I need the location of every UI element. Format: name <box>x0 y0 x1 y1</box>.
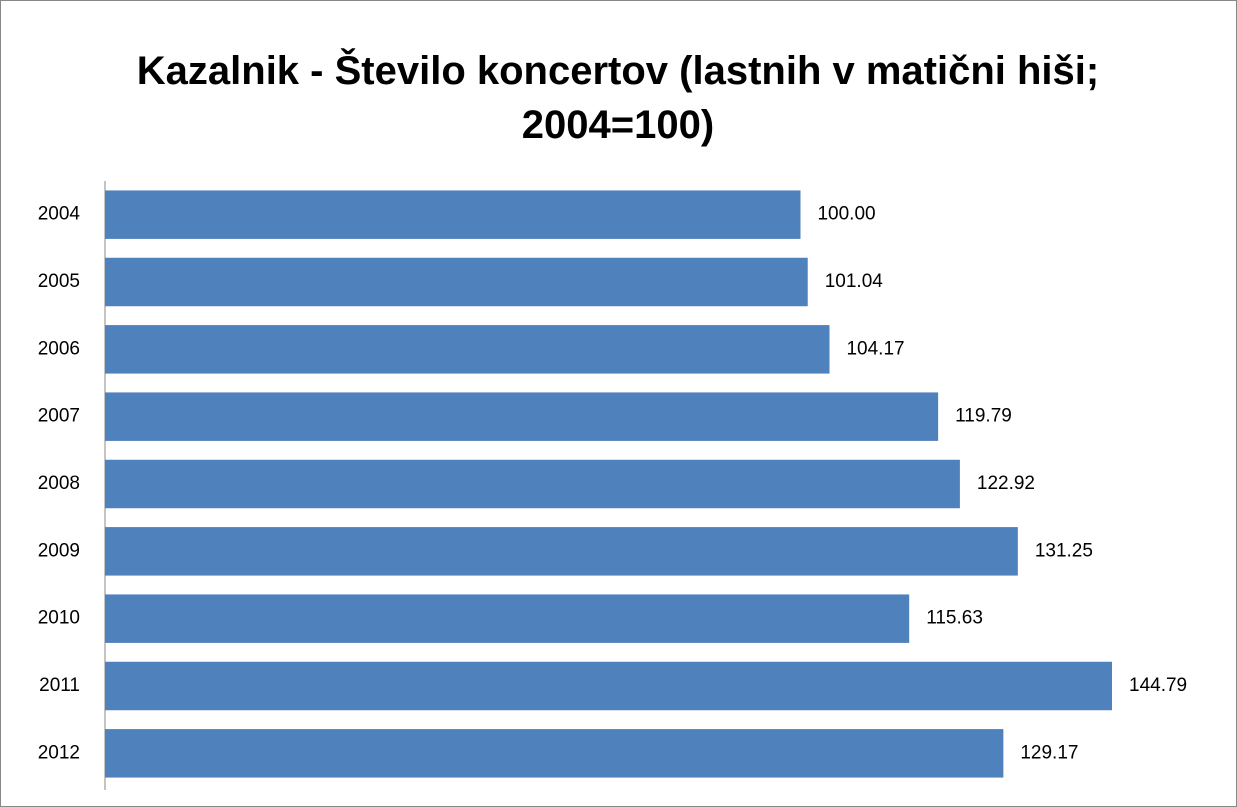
value-label: 115.63 <box>926 608 983 629</box>
y-tick-label: 2006 <box>38 338 80 359</box>
bar <box>105 392 939 441</box>
bar <box>105 325 830 374</box>
bar <box>105 729 1004 778</box>
bar <box>105 661 1112 711</box>
y-tick-label: 2005 <box>38 271 80 292</box>
value-label: 131.25 <box>1035 540 1093 561</box>
bar <box>105 594 910 643</box>
y-tick-label: 2012 <box>38 742 80 763</box>
y-tick-label: 2010 <box>38 608 80 629</box>
y-tick-label: 2004 <box>38 204 81 225</box>
value-label: 101.04 <box>825 271 884 292</box>
chart-title: Kazalnik - Število koncertov (lastnih v … <box>136 49 1100 147</box>
y-tick-label: 2011 <box>39 675 80 696</box>
y-tick-label: 2007 <box>38 406 80 427</box>
value-label: 129.17 <box>1020 742 1078 763</box>
value-label: 104.17 <box>846 338 904 359</box>
bar <box>105 527 1018 576</box>
value-label: 119.79 <box>955 406 1012 427</box>
value-label: 122.92 <box>977 473 1035 494</box>
value-label: 144.79 <box>1129 675 1187 696</box>
bar <box>105 190 801 239</box>
y-tick-label: 2009 <box>38 540 80 561</box>
y-tick-label: 2008 <box>38 473 80 494</box>
bar <box>105 257 808 307</box>
value-label: 100.00 <box>817 204 875 225</box>
bar <box>105 459 960 509</box>
